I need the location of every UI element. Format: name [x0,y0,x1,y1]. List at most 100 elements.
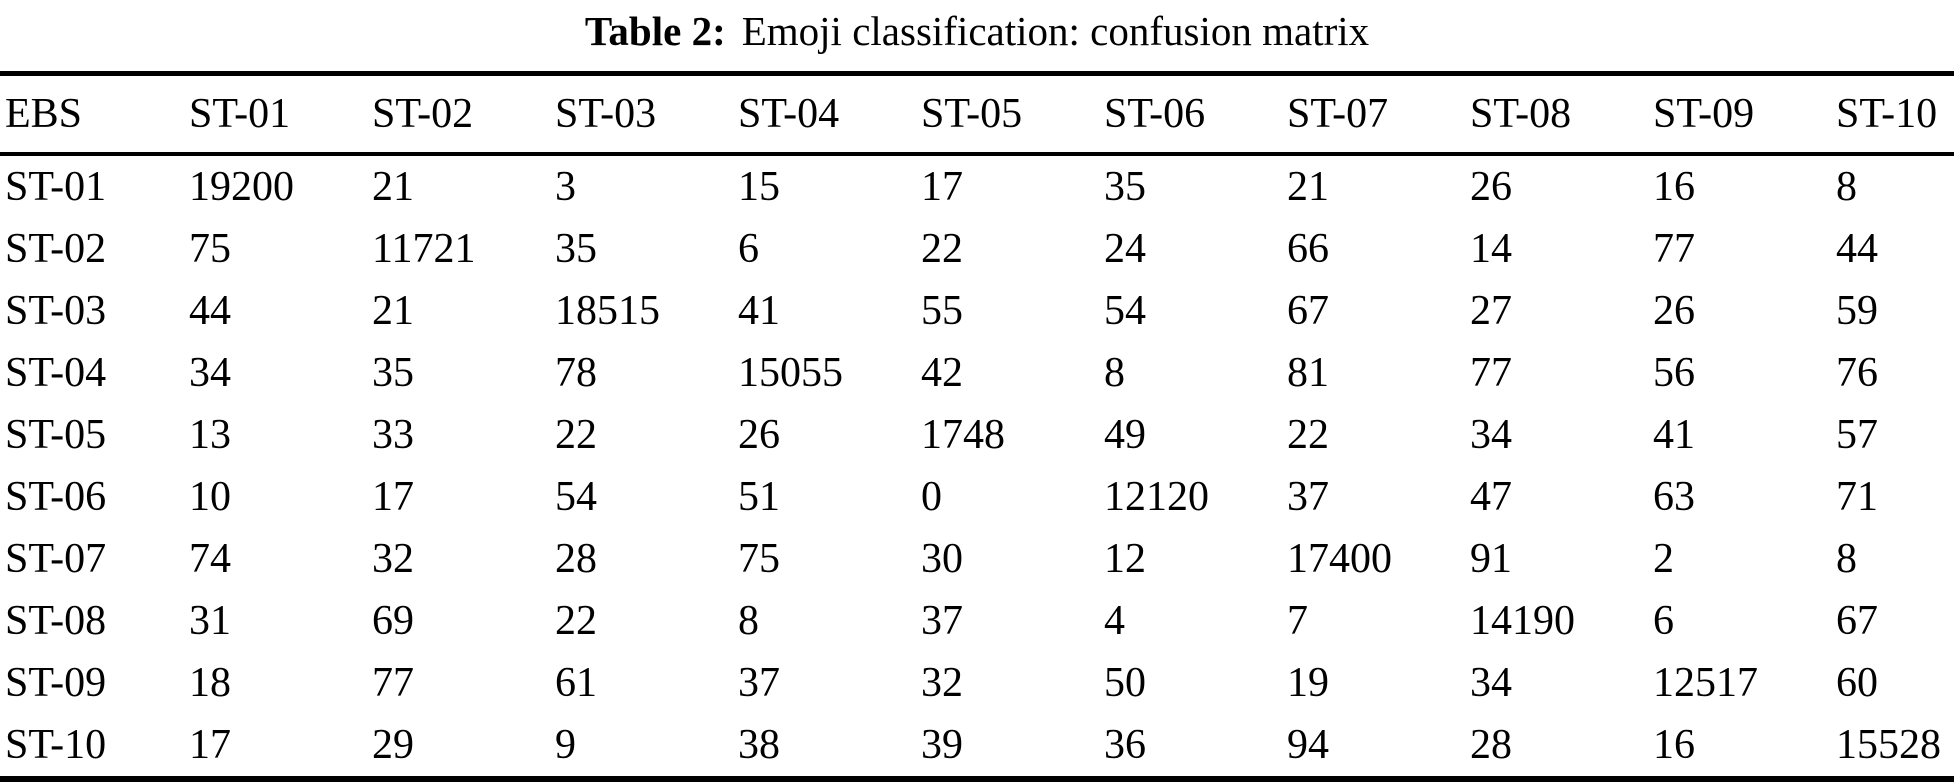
column-header: ST-09 [1648,73,1831,157]
row-label: ST-10 [5,722,107,769]
matrix-cell: 41 [1653,412,1695,459]
row-label: ST-04 [5,350,107,397]
matrix-cell: 42 [921,350,963,397]
matrix-cell: 28 [1470,722,1512,769]
matrix-cell: 4 [1104,598,1125,645]
matrix-cell: 74 [189,536,231,583]
table-row: ST-07 74 32 28 75 30 12 17400 91 2 8 [0,528,1954,590]
table-row: ST-10 17 29 9 38 39 36 94 28 16 15528 [0,714,1954,779]
table-row: ST-01 19200 21 3 15 17 35 21 26 16 8 [0,154,1954,218]
matrix-cell: 77 [1653,226,1695,273]
matrix-cell: 51 [738,474,780,521]
matrix-cell: 14 [1470,226,1512,273]
matrix-cell: 32 [921,660,963,707]
header-row: EBS ST-01 ST-02 ST-03 ST-04 ST-05 ST-06 ST-07 ST… [0,73,1954,157]
matrix-cell: 63 [1653,474,1695,521]
matrix-cell: 67 [1287,288,1329,335]
matrix-cell: 33 [372,412,414,459]
matrix-cell: 75 [738,536,780,583]
matrix-cell: 77 [1470,350,1512,397]
column-header: ST-01 [184,73,367,157]
matrix-cell: 57 [1836,412,1878,459]
matrix-cell: 59 [1836,288,1878,335]
matrix-cell: 66 [1287,226,1329,273]
matrix-cell: 54 [1104,288,1146,335]
matrix-cell: 94 [1287,722,1329,769]
column-header: ST-02 [367,73,550,157]
matrix-cell: 17400 [1287,536,1392,583]
matrix-cell: 38 [738,722,780,769]
matrix-cell: 22 [555,412,597,459]
matrix-cell: 15055 [738,350,843,397]
matrix-cell: 7 [1287,598,1308,645]
table-row: ST-04 34 35 78 15055 42 8 81 77 56 76 [0,342,1954,404]
row-label: ST-01 [5,164,107,211]
matrix-cell: 14190 [1470,598,1575,645]
table-caption: Table 2: Emoji classification: confusion … [0,0,1954,55]
matrix-cell: 13 [189,412,231,459]
matrix-cell: 6 [738,226,759,273]
table-row: ST-09 18 77 61 37 32 50 19 34 12517 60 [0,652,1954,714]
matrix-cell: 6 [1653,598,1674,645]
row-label: ST-03 [5,288,107,335]
matrix-cell: 12 [1104,536,1146,583]
matrix-cell: 9 [555,722,576,769]
matrix-cell: 11721 [372,226,476,273]
matrix-cell: 8 [738,598,759,645]
matrix-cell: 19 [1287,660,1329,707]
matrix-cell: 21 [372,288,414,335]
matrix-cell: 37 [1287,474,1329,521]
matrix-cell: 8 [1836,536,1857,583]
matrix-cell: 75 [189,226,231,273]
matrix-cell: 26 [738,412,780,459]
matrix-cell: 16 [1653,722,1695,769]
matrix-cell: 34 [189,350,231,397]
matrix-cell: 17 [189,722,231,769]
matrix-cell: 8 [1836,164,1857,211]
corner-header: EBS [0,73,184,157]
matrix-cell: 32 [372,536,414,583]
matrix-cell: 17 [372,474,414,521]
matrix-cell: 15528 [1836,722,1941,769]
matrix-cell: 47 [1470,474,1512,521]
matrix-cell: 81 [1287,350,1329,397]
column-header: ST-03 [550,73,733,157]
row-label: ST-02 [5,226,107,273]
matrix-cell: 77 [372,660,414,707]
matrix-cell: 22 [1287,412,1329,459]
matrix-cell: 76 [1836,350,1878,397]
confusion-matrix-table: EBS ST-01 ST-02 ST-03 ST-04 ST-05 ST-06 ST-07 ST… [0,71,1954,782]
column-header: ST-08 [1465,73,1648,157]
column-header: ST-10 [1831,73,1954,157]
matrix-cell: 22 [921,226,963,273]
matrix-cell: 71 [1836,474,1878,521]
matrix-cell: 28 [555,536,597,583]
row-label: ST-07 [5,536,107,583]
matrix-cell: 26 [1653,288,1695,335]
matrix-cell: 91 [1470,536,1512,583]
column-header: ST-04 [733,73,916,157]
row-label: ST-08 [5,598,107,645]
table-row: ST-05 13 33 22 26 1748 49 22 34 41 57 [0,404,1954,466]
table-row: ST-06 10 17 54 51 0 12120 37 47 63 71 [0,466,1954,528]
matrix-cell: 44 [189,288,231,335]
matrix-cell: 67 [1836,598,1878,645]
column-header: ST-05 [916,73,1099,157]
matrix-cell: 78 [555,350,597,397]
matrix-cell: 26 [1470,164,1512,211]
matrix-cell: 8 [1104,350,1125,397]
matrix-cell: 69 [372,598,414,645]
row-label: ST-06 [5,474,107,521]
matrix-cell: 31 [189,598,231,645]
table-row: ST-02 75 11721 35 6 22 24 66 14 77 44 [0,218,1954,280]
table-caption-text: Emoji classification: confusion matrix [741,8,1370,54]
matrix-cell: 19200 [189,164,294,211]
table-caption-label: Table 2: [584,8,726,54]
matrix-cell: 37 [738,660,780,707]
matrix-cell: 61 [555,660,597,707]
matrix-cell: 0 [921,474,942,521]
matrix-cell: 56 [1653,350,1695,397]
matrix-cell: 10 [189,474,231,521]
column-header: ST-06 [1099,73,1282,157]
